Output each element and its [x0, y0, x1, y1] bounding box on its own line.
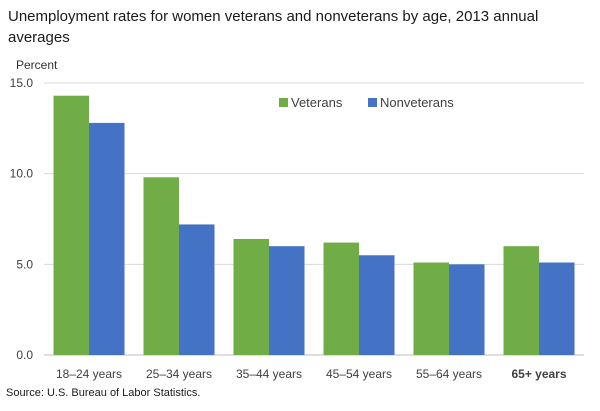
- bar-veterans: [413, 262, 449, 355]
- legend-label-nonveterans: Nonveterans: [380, 95, 454, 110]
- source-note: Source: U.S. Bureau of Labor Statistics.: [6, 387, 201, 399]
- bar-nonveterans: [179, 224, 215, 355]
- bar-veterans: [503, 246, 539, 355]
- chart-title: Unemployment rates for women veterans an…: [8, 8, 539, 46]
- x-tick-label: 55–64 years: [416, 367, 482, 381]
- bar-nonveterans: [449, 264, 485, 355]
- x-tick-label: 18–24 years: [56, 367, 122, 381]
- x-tick-label: 35–44 years: [236, 367, 302, 381]
- legend-swatch-nonveterans: [368, 98, 377, 107]
- legend-label-veterans: Veterans: [291, 95, 343, 110]
- bar-veterans: [233, 238, 269, 355]
- x-tick-label: 25–34 years: [146, 367, 212, 381]
- x-tick-label: 65+ years: [511, 367, 566, 381]
- y-tick-label: 10.0: [10, 167, 34, 181]
- bar-veterans: [53, 95, 89, 356]
- bar-nonveterans: [539, 262, 575, 355]
- bar-nonveterans: [359, 255, 395, 355]
- bar-veterans: [323, 242, 359, 355]
- y-tick-label: 15.0: [10, 76, 34, 90]
- bar-veterans: [143, 177, 179, 355]
- y-tick-label: 5.0: [16, 257, 33, 271]
- x-tick-label: 45–54 years: [326, 367, 392, 381]
- legend-swatch-veterans: [279, 98, 288, 107]
- y-tick-label: 0.0: [16, 348, 33, 362]
- bar-nonveterans: [269, 246, 305, 355]
- bar-nonveterans: [89, 122, 125, 355]
- y-axis-label: Percent: [16, 58, 58, 72]
